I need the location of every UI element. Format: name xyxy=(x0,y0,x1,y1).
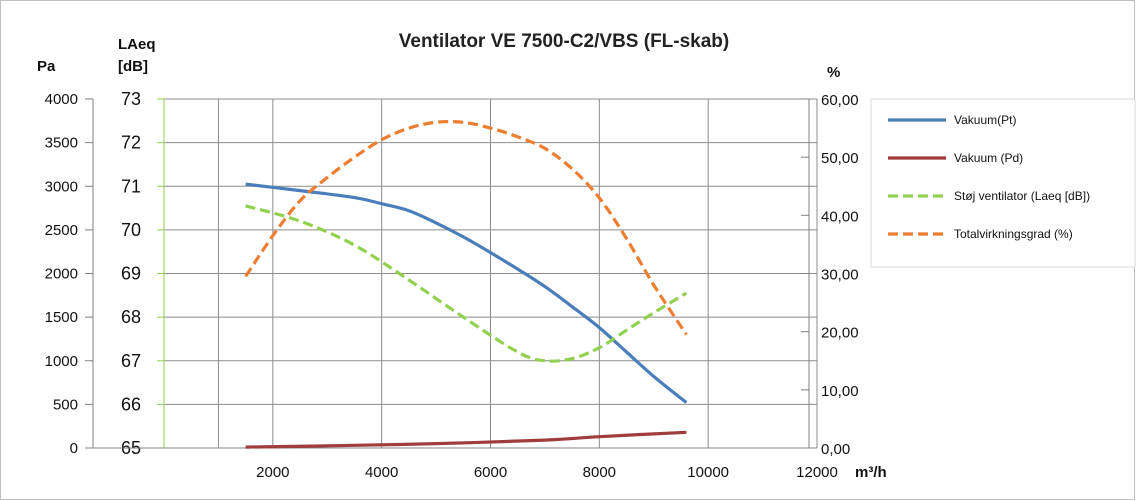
pct-tick-label: 30,00 xyxy=(821,267,859,284)
pa-axis-unit: Pa xyxy=(37,58,56,75)
pa-tick-label: 1500 xyxy=(45,309,78,326)
pa-tick-label: 0 xyxy=(70,440,78,457)
pct-tick-label: 0,00 xyxy=(821,441,850,458)
laeq-tick-label: 69 xyxy=(121,264,141,284)
x-tick-label: 8000 xyxy=(583,464,616,481)
x-axis-unit: m³/h xyxy=(855,464,887,481)
laeq-tick-label: 72 xyxy=(121,133,141,153)
pa-tick-label: 3000 xyxy=(45,178,78,195)
laeq-tick-label: 70 xyxy=(121,220,141,240)
tick-labels: 0 500 1000 1500 2000 2500 3000 3500 4000 2000 4000… xyxy=(45,89,859,481)
pa-tick-label: 1000 xyxy=(45,353,78,370)
series-line-vakuum-pt xyxy=(245,182,688,404)
x-tick-label: 10000 xyxy=(687,464,729,481)
series-line-st-j-ventilator-laeq-db xyxy=(245,204,688,363)
laeq-tick-label: 66 xyxy=(121,394,141,414)
laeq-tick-label: 67 xyxy=(121,351,141,371)
laeq-tick-label: 71 xyxy=(121,176,141,196)
series-line-vakuum-pd xyxy=(245,430,687,449)
pct-tick-label: 20,00 xyxy=(821,325,859,342)
x-tick-label: 6000 xyxy=(474,464,507,481)
laeq-axis-unit-line1: LAeq xyxy=(118,36,156,53)
laeq-tick-label: 68 xyxy=(121,307,141,327)
pct-axis-unit: % xyxy=(827,64,840,81)
x-tick-label: 2000 xyxy=(256,464,289,481)
legend-label: Støj ventilator (Laeq [dB]) xyxy=(954,189,1090,203)
pa-tick-label: 3500 xyxy=(45,135,78,152)
series-lines xyxy=(244,119,688,449)
x-tick-label: 4000 xyxy=(365,464,398,481)
grid xyxy=(164,98,818,449)
pa-tick-label: 2500 xyxy=(45,222,78,239)
legend-label: Totalvirkningsgrad (%) xyxy=(954,227,1073,241)
legend-label: Vakuum(Pt) xyxy=(954,113,1016,127)
pa-tick-label: 500 xyxy=(53,396,78,413)
legend-entries: Vakuum(Pt) Vakuum (Pd) Støj ventilator (La… xyxy=(888,113,1090,241)
pct-tick-label: 10,00 xyxy=(821,383,859,400)
axes xyxy=(85,98,817,449)
x-tick-label: 12000 xyxy=(796,464,838,481)
pct-tick-label: 60,00 xyxy=(821,92,859,109)
pa-tick-label: 4000 xyxy=(45,91,78,108)
pct-tick-label: 50,00 xyxy=(821,150,859,167)
chart-title: Ventilator VE 7500-C2/VBS (FL-skab) xyxy=(399,31,730,52)
pa-tick-label: 2000 xyxy=(45,266,78,283)
legend xyxy=(870,98,1136,268)
laeq-tick-label: 73 xyxy=(121,89,141,109)
legend-label: Vakuum (Pd) xyxy=(954,151,1023,165)
laeq-axis-unit-line2: [dB] xyxy=(118,58,148,75)
pct-tick-label: 40,00 xyxy=(821,208,859,225)
series-line-totalvirkningsgrad xyxy=(244,119,688,336)
